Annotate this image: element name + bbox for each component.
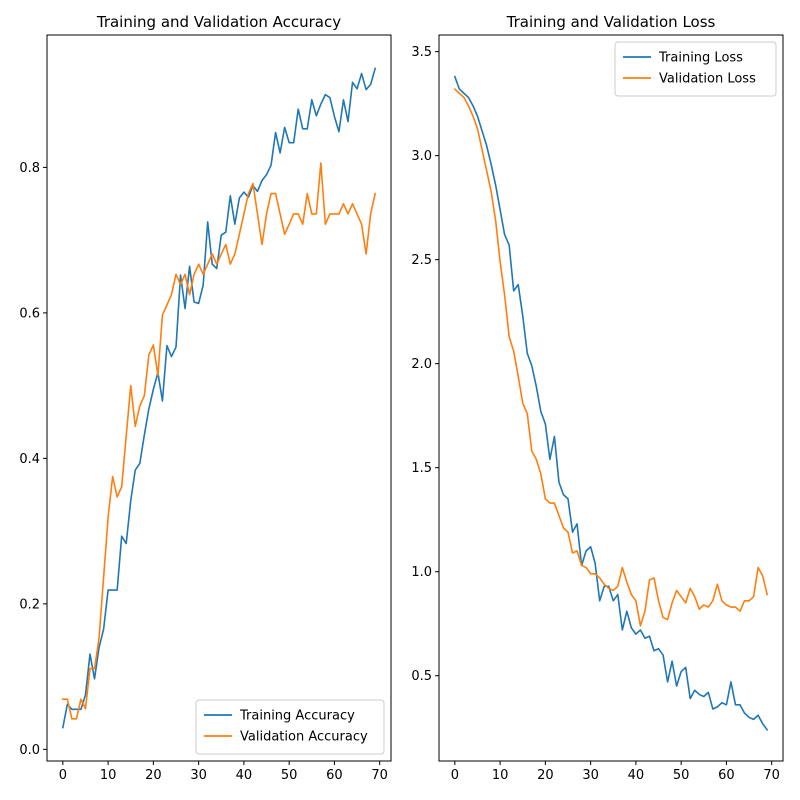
chart-title: Training and Validation Loss [506,13,716,31]
legend-label: Training Accuracy [239,709,355,724]
accuracy-chart: Training and Validation Accuracy 0 10 20 30 4… [19,13,392,783]
y-tick-label: 1.5 [411,461,432,476]
legend-box [614,41,777,97]
x-tick-label: 0 [59,768,67,783]
series-line-validation-accuracy [62,162,377,720]
x-tick-label: 30 [582,768,599,783]
x-tick-label: 50 [281,768,298,783]
y-tick-label: 1.0 [411,565,432,580]
series-line-validation-loss [453,87,769,627]
legend-box [195,699,385,755]
legend: Training Loss Validation Loss [614,41,777,97]
legend-label: Validation Accuracy [240,730,368,745]
y-tick-label: 0.4 [19,452,40,467]
chart-title: Training and Validation Accuracy [96,13,341,31]
y-tick-label: 0.2 [19,597,40,612]
y-tick-label: 2.5 [411,253,432,268]
x-tick-label: 70 [763,768,780,783]
x-tick-label: 40 [236,768,253,783]
x-tick-label: 10 [492,768,509,783]
y-tick-label: 0.0 [19,743,40,758]
loss-chart: Training and Validation Loss 0 10 20 30 40 50 6… [411,13,784,783]
y-tick-label: 0.8 [19,161,40,176]
legend-label: Training Loss [658,51,743,66]
y-tick-label: 2.0 [411,357,432,372]
x-tick-label: 0 [451,768,459,783]
x-tick-label: 60 [718,768,735,783]
y-tick-label: 0.5 [411,669,432,684]
series-line-training-loss [453,75,769,731]
plot-frame [46,34,392,762]
legend: Training Accuracy Validation Accuracy [195,699,385,755]
y-tick-label: 3.0 [411,149,432,164]
y-tick-label: 3.5 [411,45,432,60]
x-tick-label: 50 [673,768,690,783]
plot-frame [438,34,784,762]
x-tick-label: 20 [537,768,554,783]
x-tick-label: 60 [326,768,343,783]
x-tick-label: 10 [100,768,117,783]
x-tick-label: 30 [190,768,207,783]
x-tick-label: 70 [371,768,388,783]
legend-label: Validation Loss [659,72,756,87]
x-tick-label: 40 [628,768,645,783]
x-tick-label: 20 [145,768,162,783]
y-tick-label: 0.6 [19,306,40,321]
series-line-training-accuracy [61,67,377,729]
